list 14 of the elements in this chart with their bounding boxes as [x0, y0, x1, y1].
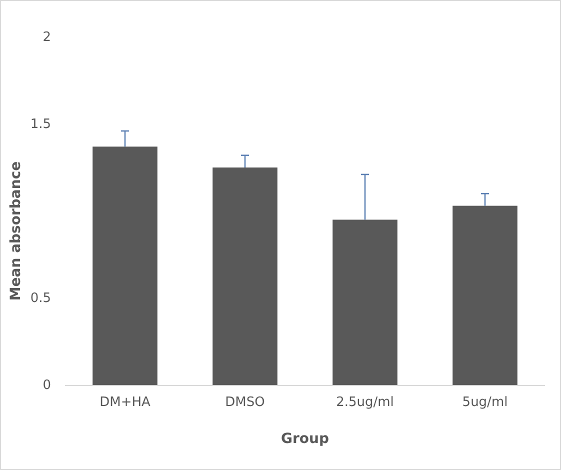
- y-tick-label: 2: [42, 30, 51, 46]
- x-axis-title: Group: [280, 431, 330, 447]
- x-tick-label: 5ug/ml: [462, 395, 508, 410]
- y-tick-label: 1.5: [30, 117, 51, 132]
- x-tick-label: DM+HA: [100, 395, 150, 410]
- bar: [452, 206, 518, 385]
- bar: [212, 168, 278, 385]
- x-tick-label: DMSO: [225, 395, 265, 410]
- bar: [332, 220, 398, 385]
- x-tick-label: 2.5ug/ml: [336, 395, 394, 410]
- y-axis-title: Mean absorbance: [8, 161, 24, 301]
- bar: [92, 146, 158, 385]
- y-tick-label: 0.5: [30, 291, 51, 306]
- y-tick-label: 0: [42, 378, 51, 394]
